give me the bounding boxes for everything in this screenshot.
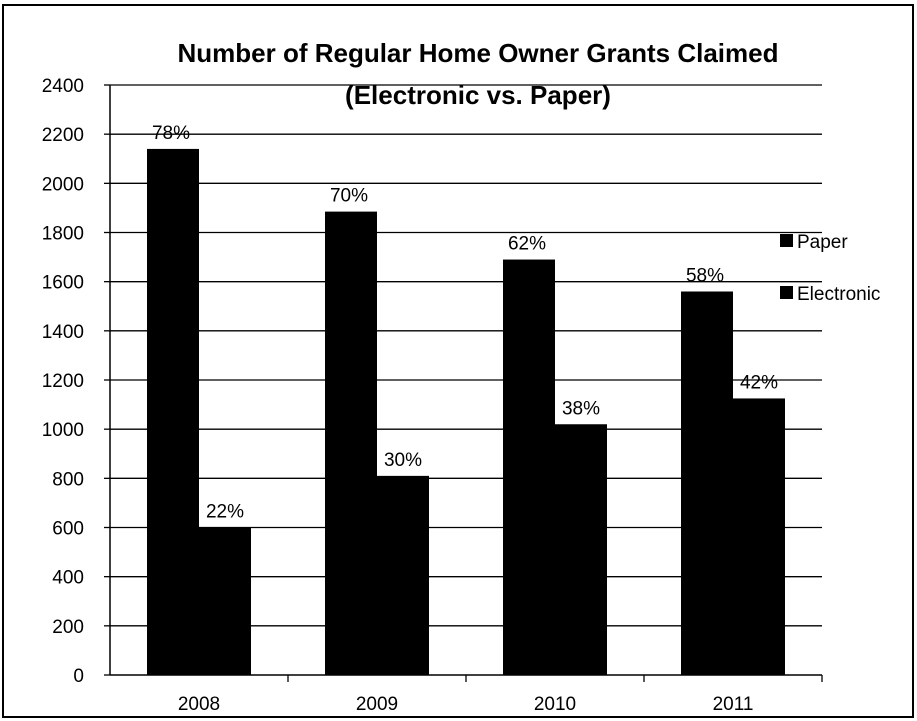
- data-label-paper-2010: 62%: [508, 234, 546, 255]
- bar-paper-2011: [681, 291, 733, 675]
- bar-electronic-2011: [733, 398, 785, 675]
- y-tick-label: 2200: [42, 125, 84, 146]
- axes: [109, 85, 823, 682]
- bar-electronic-2008: [199, 527, 251, 675]
- legend-label-paper: Paper: [797, 232, 848, 253]
- bar-paper-2010: [503, 259, 555, 675]
- y-tick-label: 1800: [42, 224, 84, 245]
- y-tick-label: 1000: [42, 420, 84, 441]
- bar-paper-2009: [325, 211, 377, 675]
- legend-label-electronic: Electronic: [797, 284, 880, 305]
- data-label-paper-2011: 58%: [686, 266, 724, 287]
- legend-swatch-paper: [780, 234, 793, 247]
- y-tick-label: 1200: [42, 371, 84, 392]
- y-tick-label: 2400: [42, 76, 84, 97]
- y-tick-label: 2000: [42, 174, 84, 195]
- data-label-electronic-2010: 38%: [562, 398, 600, 419]
- bar-paper-2008: [147, 148, 199, 675]
- data-label-paper-2008: 78%: [152, 123, 190, 144]
- chart-subtitle: (Electronic vs. Paper): [345, 80, 611, 110]
- legend: Paper Electronic: [780, 232, 880, 305]
- y-tick-label: 800: [52, 469, 84, 490]
- bar-electronic-2010: [555, 424, 607, 675]
- x-tick-label: 2009: [356, 694, 398, 715]
- x-tick-label: 2008: [178, 694, 220, 715]
- y-tick-label: 400: [52, 568, 84, 589]
- x-tick-label: 2011: [713, 694, 754, 715]
- x-tick-labels: 2008 2009 2010 2011: [178, 694, 754, 715]
- y-tick-label: 600: [52, 519, 84, 540]
- y-tick-label: 1400: [42, 322, 84, 343]
- data-label-electronic-2009: 30%: [384, 450, 422, 471]
- y-tick-label: 200: [52, 617, 84, 638]
- data-labels: 78% 22% 70% 30% 62% 38% 58% 42%: [152, 123, 778, 523]
- chart-title: Number of Regular Home Owner Grants Clai…: [177, 38, 778, 68]
- data-label-paper-2009: 70%: [330, 186, 368, 207]
- title-group: Number of Regular Home Owner Grants Clai…: [177, 38, 778, 110]
- bar-electronic-2009: [377, 475, 429, 675]
- y-tick-label: 0: [73, 666, 84, 687]
- x-tick-label: 2010: [534, 694, 576, 715]
- bars: [147, 148, 785, 675]
- legend-swatch-electronic: [780, 286, 793, 299]
- data-label-electronic-2011: 42%: [740, 372, 778, 393]
- data-label-electronic-2008: 22%: [206, 502, 244, 523]
- y-tick-label: 1600: [42, 273, 84, 294]
- y-tick-labels: 0 200 400 600 800 1000 1200 1400 1600 1800 2000 220…: [42, 76, 84, 687]
